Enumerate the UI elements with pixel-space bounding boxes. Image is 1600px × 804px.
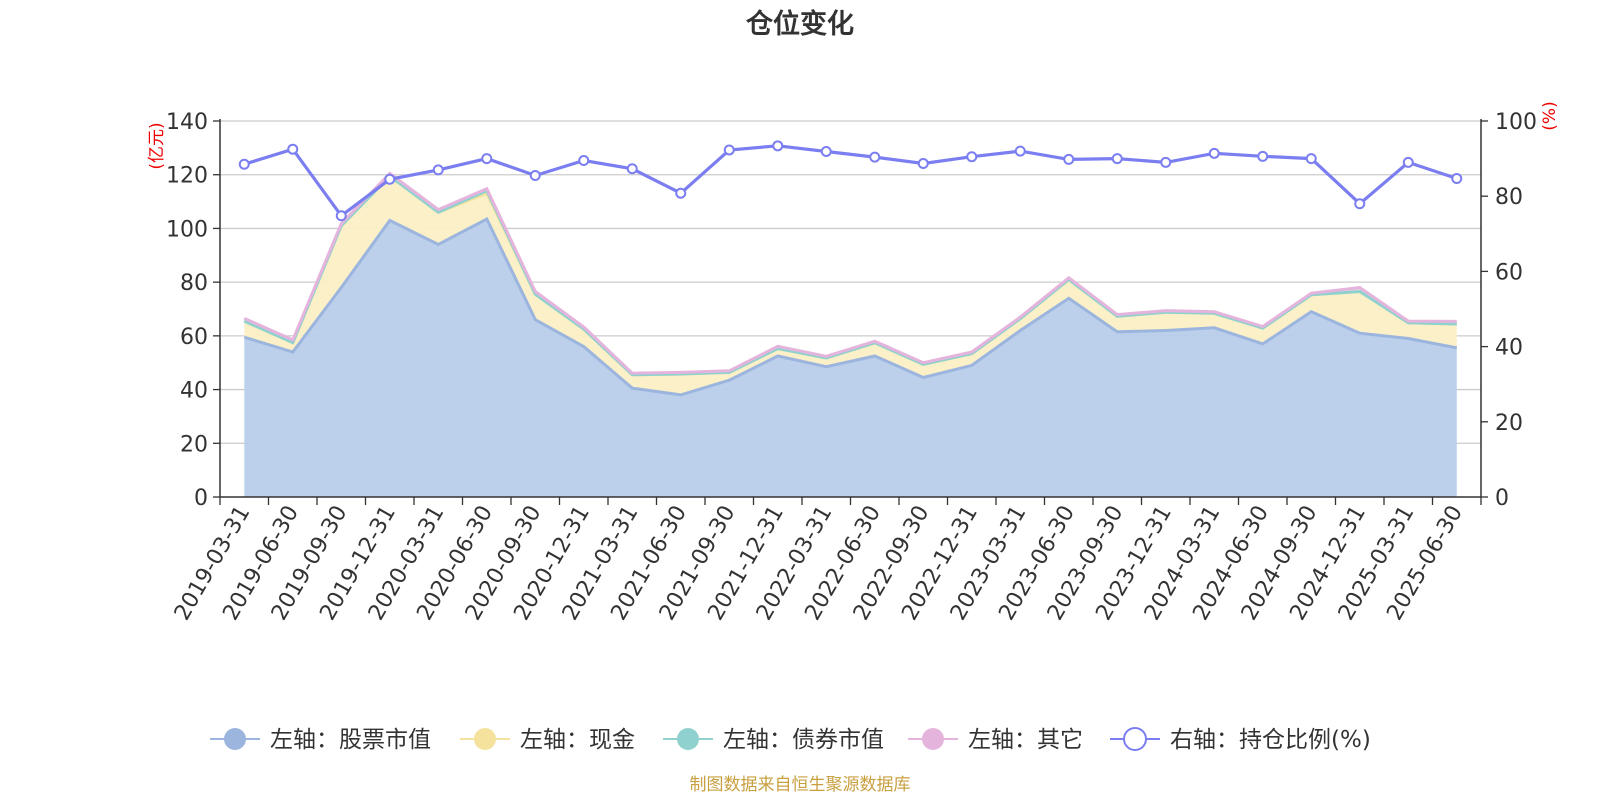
area-line-左轴：其它 <box>243 171 1457 375</box>
ratio-point <box>578 154 590 166</box>
ratio-point <box>287 143 299 155</box>
right-tick-label: 40 <box>1495 336 1523 361</box>
ratio-point <box>1111 153 1123 165</box>
area-line-左轴：债券市值 <box>243 174 1457 377</box>
legend-label: 左轴：现金 <box>520 727 635 753</box>
ratio-point <box>1208 147 1220 159</box>
ratio-point <box>966 151 978 163</box>
source-note: 制图数据来自恒生聚源数据库 <box>690 775 911 795</box>
area-左轴：股票市值 <box>244 219 1457 497</box>
ratio-point <box>1257 150 1269 162</box>
ratio-point <box>1160 156 1172 168</box>
left-tick-label: 80 <box>180 271 208 296</box>
right-tick-label: 0 <box>1495 486 1509 511</box>
ratio-point <box>723 144 735 156</box>
ratio-point <box>626 163 638 175</box>
ratio-point <box>481 153 493 165</box>
left-tick-label: 20 <box>180 432 208 457</box>
right-tick-label: 80 <box>1495 185 1523 210</box>
left-tick-label: 0 <box>194 486 208 511</box>
ratio-point <box>384 173 396 185</box>
left-tick-label: 120 <box>166 164 208 189</box>
ratio-point <box>675 187 687 199</box>
right-axis-unit: (%) <box>1540 101 1560 130</box>
legend-label: 右轴：持仓比例(%) <box>1170 727 1371 753</box>
legend: 左轴：股票市值 左轴：现金 左轴：债券市值 左轴：其它 右轴：持仓比例(%) <box>210 727 1371 753</box>
stacked-areas <box>243 171 1458 497</box>
ratio-point <box>432 164 444 176</box>
ratio-point <box>238 158 250 170</box>
legend-marker <box>1123 727 1147 751</box>
ratio-point <box>335 210 347 222</box>
ratio-point <box>1354 198 1366 210</box>
legend-marker <box>224 728 246 750</box>
left-axis-unit: (亿元) <box>147 122 167 169</box>
right-tick-label: 100 <box>1495 110 1537 135</box>
legend-label: 左轴：股票市值 <box>270 727 431 753</box>
legend-item: 左轴：债券市值 <box>663 727 884 753</box>
ratio-point <box>1305 153 1317 165</box>
left-tick-label: 140 <box>166 110 208 135</box>
right-tick-label: 20 <box>1495 411 1523 436</box>
position-ratio-line <box>238 140 1463 222</box>
right-tick-label: 60 <box>1495 260 1523 285</box>
ratio-point <box>869 151 881 163</box>
ratio-point <box>820 145 832 157</box>
ratio-point <box>772 140 784 152</box>
ratio-point <box>1063 153 1075 165</box>
ratio-line-path <box>243 144 1458 219</box>
area-line-左轴：股票市值 <box>243 216 1458 397</box>
ratio-point <box>1402 156 1414 168</box>
legend-label: 左轴：其它 <box>968 727 1083 753</box>
legend-item: 左轴：其它 <box>908 727 1083 753</box>
legend-marker <box>474 728 496 750</box>
left-tick-label: 100 <box>166 217 208 242</box>
legend-item: 左轴：现金 <box>460 727 635 753</box>
chart-title: 仓位变化 <box>745 8 854 40</box>
legend-item: 右轴：持仓比例(%) <box>1110 727 1371 753</box>
ratio-point <box>917 157 929 169</box>
left-tick-label: 40 <box>180 379 208 404</box>
legend-marker <box>677 728 699 750</box>
legend-item: 左轴：股票市值 <box>210 727 431 753</box>
legend-marker <box>922 728 944 750</box>
left-tick-label: 60 <box>180 325 208 350</box>
ratio-point <box>529 170 541 182</box>
legend-label: 左轴：债券市值 <box>723 727 884 753</box>
ratio-point <box>1451 173 1463 185</box>
ratio-point <box>1014 145 1026 157</box>
